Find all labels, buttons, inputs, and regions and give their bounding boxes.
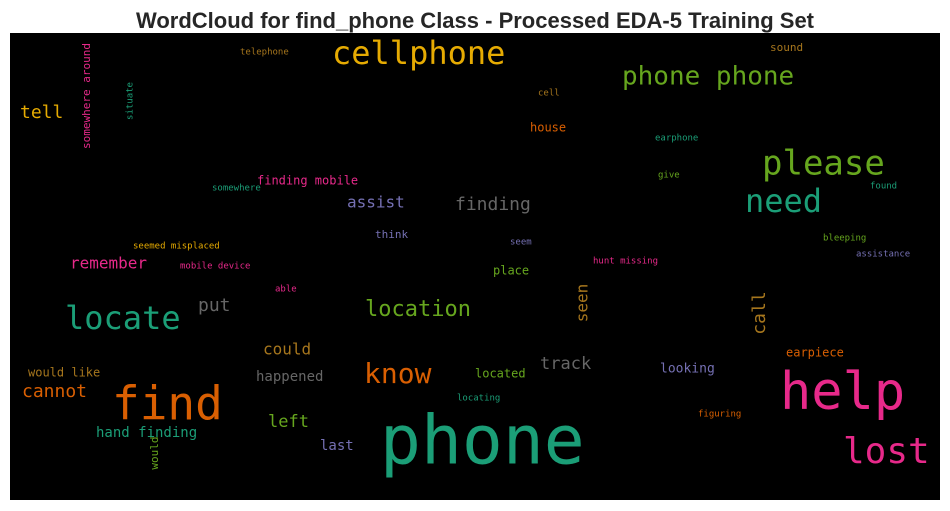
word: lost <box>843 431 930 472</box>
word: locating <box>457 394 500 404</box>
word: situate <box>126 82 136 120</box>
word: phone <box>380 402 585 481</box>
word: finding mobile <box>257 174 358 188</box>
word: mobile device <box>180 262 250 272</box>
word: need <box>745 182 822 220</box>
word: put <box>198 295 231 316</box>
word: tell <box>20 102 63 123</box>
chart-title: WordCloud for find_phone Class - Process… <box>136 8 815 33</box>
word: bleeping <box>823 234 866 244</box>
word: earphone <box>655 134 698 144</box>
word: house <box>530 121 566 135</box>
word: know <box>364 357 432 390</box>
word: finding <box>455 194 531 215</box>
word: able <box>275 285 297 295</box>
word: seen <box>573 284 592 323</box>
word: give <box>658 171 680 181</box>
word: left <box>268 412 309 432</box>
word: phone phone <box>622 62 794 92</box>
word: would like <box>28 366 100 380</box>
cloud-background <box>10 33 940 500</box>
word: somewhere around <box>80 43 93 149</box>
word: happened <box>256 369 323 385</box>
word: think <box>375 228 408 241</box>
word: help <box>780 362 905 422</box>
word: track <box>540 354 591 374</box>
word: cannot <box>22 381 87 402</box>
word: call <box>749 291 770 334</box>
word: found <box>870 182 897 192</box>
word: figuring <box>698 410 741 420</box>
word: please <box>762 144 885 184</box>
word: assist <box>347 193 405 212</box>
word: last <box>320 438 354 454</box>
word: earpiece <box>786 346 844 360</box>
word: cell <box>538 89 560 99</box>
word: sound <box>770 41 803 54</box>
word: looking <box>660 362 715 377</box>
word: remember <box>70 254 147 273</box>
word: locate <box>65 299 181 337</box>
word: cellphone <box>332 34 505 72</box>
word: location <box>365 297 471 322</box>
word: somewhere <box>212 184 261 194</box>
word: hand finding <box>96 425 197 441</box>
word: seemed misplaced <box>133 242 220 252</box>
word: assistance <box>856 250 910 260</box>
word: find <box>112 377 223 431</box>
word: could <box>263 340 311 359</box>
word: hunt missing <box>593 257 658 267</box>
word: place <box>493 264 529 278</box>
word: seem <box>510 238 532 248</box>
word: would <box>148 436 161 469</box>
word: located <box>475 367 526 381</box>
word: telephone <box>240 48 289 58</box>
